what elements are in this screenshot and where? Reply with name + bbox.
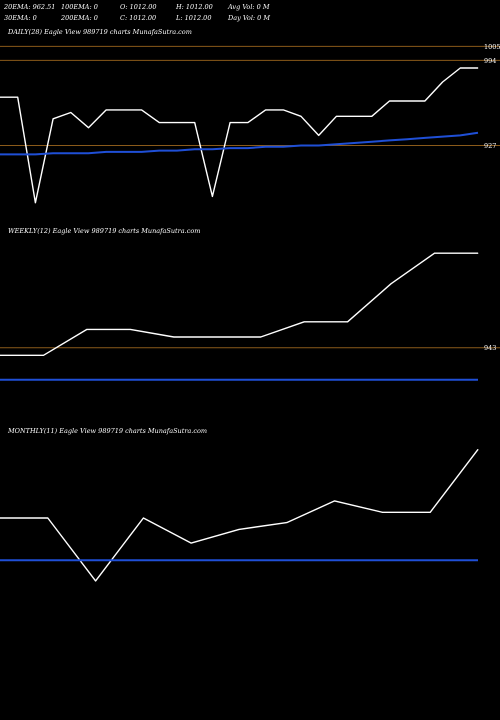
- header-open: O: 1012.00: [120, 3, 157, 11]
- monthly-price-point: [334, 500, 335, 502]
- daily-price-point: [353, 115, 355, 117]
- daily-price-point: [406, 100, 408, 102]
- daily-price-point: [17, 96, 19, 98]
- weekly-price-point: [434, 252, 435, 254]
- monthly-panel: [0, 448, 479, 582]
- daily-level-label: 994: [484, 57, 496, 65]
- daily-price-point: [176, 122, 178, 123]
- daily-price-point: [105, 109, 107, 111]
- daily-level-label: 927: [484, 142, 496, 150]
- weekly-panel-title: WEEKLY(12) Eagle View 989719 charts Muna…: [8, 227, 201, 235]
- daily-price-point: [123, 109, 125, 111]
- weekly-price-line: [0, 252, 478, 356]
- daily-price-point: [477, 67, 479, 69]
- monthly-price-point: [143, 517, 144, 519]
- monthly-price-point: [190, 542, 192, 544]
- daily-price-point: [247, 122, 249, 123]
- daily-price-point: [88, 127, 89, 129]
- monthly-panel-title: MONTHLY(11) Eagle View 989719 charts Mun…: [8, 427, 208, 435]
- daily-price-line: [0, 67, 478, 204]
- monthly-price-point: [429, 511, 431, 513]
- monthly-price-point: [286, 522, 288, 523]
- daily-price-point: [212, 196, 213, 197]
- daily-price-point: [282, 109, 284, 111]
- header-ema200: 200EMA: 0: [61, 14, 98, 22]
- header-avg-vol: Avg Vol: 0 M: [228, 3, 270, 11]
- daily-price-point: [424, 100, 426, 102]
- daily-price-point: [300, 115, 302, 117]
- weekly-price-point: [347, 321, 348, 323]
- weekly-price-point: [130, 329, 131, 330]
- daily-panel-title: DAILY(28) Eagle View 989719 charts Munaf…: [8, 28, 192, 36]
- daily-price-point: [442, 81, 443, 83]
- header-ema30: 30EMA: 0: [4, 14, 37, 22]
- daily-price-point: [459, 67, 461, 69]
- header-ema100: 100EMA: 0: [61, 3, 98, 11]
- daily-price-point: [389, 100, 390, 102]
- weekly-price-point: [173, 336, 175, 338]
- monthly-price-point: [238, 529, 240, 530]
- daily-ema-line: [0, 131, 479, 156]
- daily-price-point: [229, 122, 231, 123]
- daily-price-point: [371, 115, 373, 117]
- weekly-price-point: [216, 336, 218, 338]
- weekly-price-point: [43, 354, 44, 356]
- daily-price-point: [52, 118, 54, 120]
- header-day-vol: Day Vol: 0 M: [228, 14, 271, 22]
- weekly-panel: 943: [0, 252, 500, 381]
- daily-price-point: [265, 109, 266, 111]
- monthly-price-point: [477, 449, 479, 450]
- header-close: C: 1012.00: [120, 14, 157, 22]
- weekly-price-point: [260, 336, 262, 338]
- monthly-price-point: [382, 511, 383, 513]
- daily-price-point: [336, 115, 337, 117]
- weekly-level-label: 943: [484, 344, 496, 352]
- daily-price-point: [70, 112, 72, 113]
- monthly-price-point: [47, 517, 49, 519]
- header-low: L: 1012.00: [176, 14, 212, 22]
- header-high: H: 1012.00: [176, 3, 213, 11]
- daily-level-label: 1005: [484, 43, 500, 51]
- daily-price-point: [158, 122, 160, 123]
- weekly-price-point: [303, 321, 305, 323]
- weekly-price-point: [390, 283, 392, 285]
- daily-price-point: [194, 122, 196, 123]
- daily-price-point: [318, 135, 320, 136]
- header-ema20: 20EMA: 962.51: [4, 3, 56, 11]
- daily-price-point: [141, 109, 143, 111]
- daily-panel: 994 927 1005: [0, 43, 500, 204]
- weekly-price-point: [86, 329, 88, 330]
- monthly-price-point: [95, 580, 96, 582]
- daily-price-point: [35, 202, 36, 204]
- weekly-price-point: [477, 252, 479, 254]
